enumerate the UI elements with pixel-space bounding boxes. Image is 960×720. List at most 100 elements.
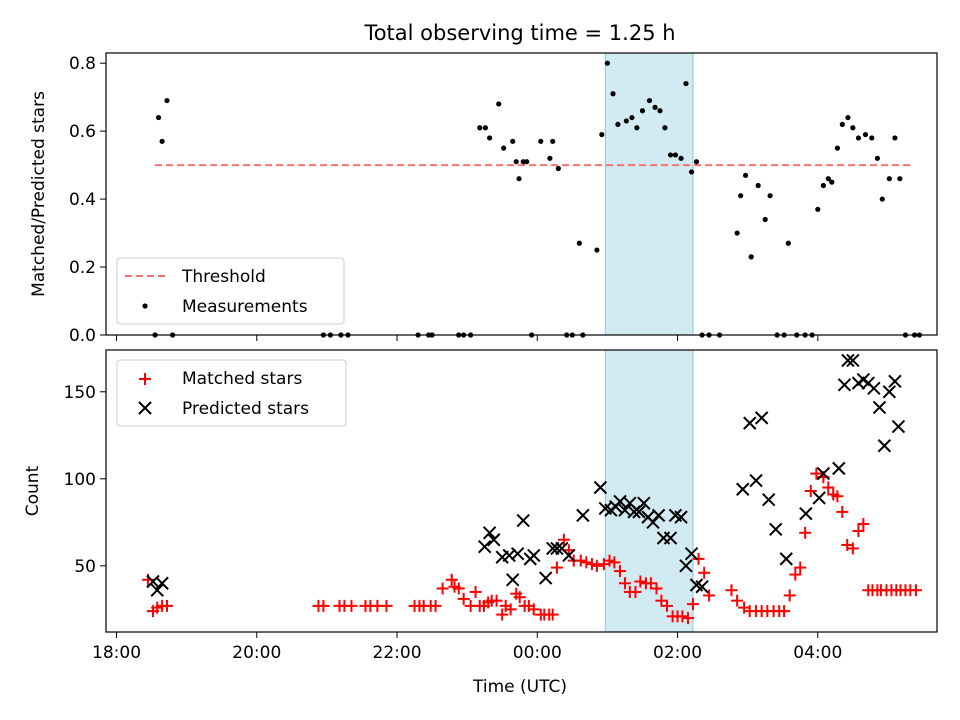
predicted-point xyxy=(749,473,763,488)
predicted-point xyxy=(150,583,164,597)
measurement-point xyxy=(693,159,700,165)
measurement-point xyxy=(886,176,892,182)
matched-point xyxy=(452,582,465,595)
measurement-point xyxy=(623,118,629,124)
measurement-point xyxy=(159,138,165,144)
measurement-point xyxy=(829,179,835,185)
matched-point xyxy=(345,599,358,612)
measurement-point xyxy=(688,169,695,175)
measurement-point xyxy=(629,114,635,121)
measurement-point xyxy=(155,114,162,121)
measurement-point xyxy=(742,172,749,178)
predicted-point xyxy=(779,552,793,566)
measurement-point xyxy=(815,206,821,212)
predicted-point xyxy=(872,400,887,415)
measurement-point xyxy=(855,135,862,141)
x-tick-label: 20:00 xyxy=(232,643,281,663)
legend-predicted-swatch xyxy=(138,401,152,415)
predicted-point xyxy=(867,381,881,396)
matched-point xyxy=(909,584,922,597)
measurement-point xyxy=(164,97,170,104)
measurement-point xyxy=(547,155,553,161)
measurement-point xyxy=(738,193,744,199)
predicted-point xyxy=(562,548,576,563)
measurement-point xyxy=(683,80,689,87)
matched-point xyxy=(634,575,647,588)
x-axis-label: Time (UTC) xyxy=(472,677,567,697)
predicted-point xyxy=(684,546,699,561)
measurement-point xyxy=(845,114,851,121)
matched-point xyxy=(794,561,807,574)
x-tick-label: 00:00 xyxy=(513,643,562,663)
y-tick-label: 0.0 xyxy=(69,326,96,346)
matched-point xyxy=(810,467,823,480)
legend-matched-swatch xyxy=(139,373,151,385)
measurement-point xyxy=(672,152,679,158)
matched-point xyxy=(590,559,603,572)
predicted-point xyxy=(506,573,520,587)
legend-measurements-label: Measurements xyxy=(182,297,308,317)
matched-point xyxy=(682,612,695,625)
predicted-point xyxy=(754,411,769,425)
predicted-point xyxy=(550,541,564,556)
measurement-point xyxy=(486,135,493,141)
predicted-point xyxy=(632,505,646,519)
predicted-point xyxy=(674,510,688,524)
measurement-point xyxy=(524,159,530,165)
measurement-point xyxy=(662,125,668,131)
predicted-point xyxy=(736,482,750,496)
legend-measurements-swatch xyxy=(142,303,148,309)
matched-point xyxy=(580,556,593,569)
matched-point xyxy=(804,485,817,497)
measurement-point xyxy=(862,131,869,138)
y-tick-label: 50 xyxy=(74,557,96,577)
measurement-point xyxy=(839,121,845,127)
x-tick-label: 04:00 xyxy=(793,643,842,663)
matched-point xyxy=(846,542,859,555)
matched-point xyxy=(574,554,587,567)
predicted-point xyxy=(487,533,501,547)
predicted-point xyxy=(637,496,651,510)
shaded-interval xyxy=(604,349,694,633)
x-tick-label: 22:00 xyxy=(373,643,422,663)
matched-point xyxy=(725,584,738,597)
y-tick-label: 0.8 xyxy=(69,54,96,74)
measurement-point xyxy=(874,155,880,161)
matched-point xyxy=(445,573,458,586)
measurement-point xyxy=(599,131,605,138)
matched-point xyxy=(557,533,570,546)
chart-title: Total observing time = 1.25 h xyxy=(363,21,675,45)
matched-point xyxy=(778,605,791,618)
y-tick-label: 0.2 xyxy=(69,258,96,278)
measurement-point xyxy=(825,176,831,182)
measurement-point xyxy=(892,135,898,141)
top-panel: 0.00.20.40.60.8 Matched/Predicted stars … xyxy=(29,52,938,346)
measurement-point xyxy=(501,145,507,151)
top-legend: Threshold Measurements xyxy=(116,257,345,325)
legend-matched-label: Matched stars xyxy=(182,369,302,389)
measurement-point xyxy=(604,60,611,66)
matched-point xyxy=(650,582,663,595)
measurement-point xyxy=(762,216,768,223)
matched-point xyxy=(686,598,699,611)
matched-point xyxy=(457,592,470,605)
measurement-point xyxy=(482,125,488,131)
predicted-point xyxy=(576,508,590,523)
matched-point xyxy=(852,525,865,538)
predicted-point xyxy=(695,580,709,594)
matched-point xyxy=(161,599,174,612)
measurement-point xyxy=(615,121,621,127)
top-y-axis-label: Matched/Predicted stars xyxy=(29,91,49,297)
measurement-point xyxy=(477,125,483,131)
measurement-point xyxy=(748,254,754,260)
measurement-point xyxy=(834,145,841,151)
measurement-point xyxy=(755,182,761,189)
predicted-point xyxy=(891,419,906,434)
predicted-point xyxy=(761,492,776,507)
legend-predicted-label: Predicted stars xyxy=(182,399,309,419)
y-tick-label: 0.6 xyxy=(69,122,96,142)
measurement-point xyxy=(513,159,519,165)
